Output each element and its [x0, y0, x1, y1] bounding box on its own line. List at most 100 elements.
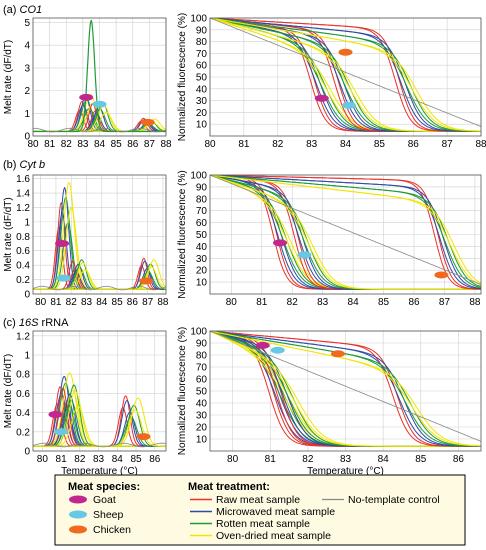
plot-frame — [209, 330, 482, 452]
marker-goat — [55, 240, 70, 248]
norm-curve-ntc — [210, 175, 481, 285]
marker-goat — [255, 341, 270, 349]
legend-label-sheep: Sheep — [93, 509, 124, 521]
x-tick-label: 87 — [442, 139, 454, 150]
y-axis-label: Melt rate (dF/dT) — [3, 197, 14, 271]
chart-a-norm: 80 81 82 83 84 85 86 87 88102030405060708090100N… — [177, 13, 486, 150]
marker-chicken — [139, 277, 154, 285]
plot-frame — [32, 17, 167, 137]
norm-curve-chicken — [210, 18, 481, 132]
melt-curve-ntc — [33, 285, 166, 291]
x-tick-label: 82 — [66, 297, 78, 308]
y-tick-label: 0 — [24, 447, 30, 458]
y-tick-label: 100 — [190, 327, 207, 338]
legend-label-treatment: Microwaved meat sample — [216, 506, 335, 518]
marker-sheep — [54, 428, 69, 436]
x-tick-label: 84 — [348, 297, 360, 308]
legend-label-treatment: Rotten meat sample — [216, 518, 310, 530]
y-tick-label: 50 — [196, 387, 208, 398]
x-tick-label: 85 — [111, 139, 123, 150]
y-tick-label: 40 — [196, 84, 208, 95]
x-tick-label: 83 — [93, 454, 105, 465]
x-tick-label: 82 — [302, 454, 314, 465]
norm-curve-chicken — [210, 175, 481, 288]
marker-goat — [48, 411, 63, 419]
plot-frame — [32, 330, 167, 452]
y-tick-label: 1.6 — [16, 174, 30, 185]
y-tick-label: 30 — [196, 411, 208, 422]
norm-curve-ntc — [210, 331, 481, 442]
y-axis-label: Melt rate (dF/dT) — [3, 40, 14, 114]
panel-a-title: (a) CO1 — [3, 4, 42, 16]
plot-frame — [209, 17, 482, 137]
x-tick-label: 81 — [256, 297, 268, 308]
x-tick-label: 86 — [127, 297, 139, 308]
x-tick-label: 80 — [27, 139, 39, 150]
x-tick-label: 88 — [469, 297, 481, 308]
x-tick-label: 83 — [81, 297, 93, 308]
y-tick-label: 50 — [196, 73, 208, 84]
y-axis-label: Normalized fluorescence (%) — [177, 13, 188, 141]
y-tick-label: 70 — [196, 206, 208, 217]
legend-label-goat: Goat — [93, 494, 116, 506]
y-tick-label: 0 — [24, 132, 30, 143]
x-tick-label: 88 — [160, 139, 172, 150]
marker-sheep — [297, 251, 312, 259]
y-tick-label: 50 — [196, 230, 208, 241]
norm-curve-chicken — [210, 18, 481, 132]
marker-goat — [79, 93, 94, 101]
norm-curve-chicken — [210, 331, 481, 447]
y-tick-label: 0 — [24, 290, 30, 301]
y-tick-label: 1.2 — [16, 203, 30, 214]
y-tick-label: 4 — [24, 41, 30, 52]
marker-sheep — [341, 101, 356, 109]
x-tick-label: 80 — [227, 454, 239, 465]
chart-b-melt: 80 81 82 83 84 85 86 87 88 0 0.2 0.4 0.6 0.8 1 1.2 1.4 1.… — [3, 174, 169, 308]
x-tick-label: 83 — [317, 297, 329, 308]
y-tick-label: 20 — [196, 108, 208, 119]
x-tick-label: 80 — [35, 297, 47, 308]
y-axis-label: Normalized fluorescence (%) — [177, 170, 188, 298]
x-tick-label: 84 — [96, 297, 108, 308]
curves-a-norm — [210, 18, 481, 132]
legend-label-treatment: Oven-dried meat sample — [216, 530, 331, 542]
x-tick-label: 83 — [306, 139, 318, 150]
marker-chicken — [136, 433, 151, 441]
x-axis-label: Temperature (°C) — [61, 466, 138, 477]
y-tick-label: 90 — [196, 339, 208, 350]
legend-label-chicken: Chicken — [93, 524, 131, 536]
y-tick-label: 80 — [196, 37, 208, 48]
y-tick-label: 1.4 — [16, 189, 30, 200]
x-tick-label: 84 — [94, 139, 106, 150]
y-tick-label: 0.6 — [16, 246, 30, 257]
x-tick-label: 87 — [142, 297, 154, 308]
x-tick-label: 81 — [50, 297, 62, 308]
x-tick-label: 85 — [415, 454, 427, 465]
x-tick-label: 86 — [149, 454, 161, 465]
y-tick-label: 10 — [196, 120, 208, 131]
y-tick-label: 30 — [196, 96, 208, 107]
y-tick-label: 0.8 — [16, 370, 30, 381]
x-tick-label: 87 — [439, 297, 451, 308]
y-tick-label: 60 — [196, 218, 208, 229]
x-tick-label: 86 — [127, 139, 139, 150]
plot-frame — [32, 174, 167, 295]
legend-swatch-goat — [69, 495, 87, 504]
x-tick-label: 85 — [374, 139, 386, 150]
marker-sheep — [92, 100, 107, 108]
x-tick-label: 81 — [265, 454, 277, 465]
norm-curve-chicken — [210, 18, 481, 132]
norm-curve-sheep — [210, 175, 481, 290]
y-tick-label: 100 — [190, 171, 207, 182]
x-tick-label: 81 — [56, 454, 68, 465]
legend: Meat species: Meat treatment: Goat Sheep C… — [54, 474, 466, 546]
marker-goat — [314, 94, 329, 102]
x-tick-label: 80 — [37, 454, 49, 465]
y-tick-label: 5 — [24, 18, 30, 29]
melt-curve-ntc — [33, 127, 166, 133]
x-tick-label: 82 — [74, 454, 86, 465]
y-tick-label: 70 — [196, 49, 208, 60]
y-tick-label: 20 — [196, 266, 208, 277]
norm-curve-chicken — [210, 175, 481, 289]
y-tick-label: 60 — [196, 61, 208, 72]
